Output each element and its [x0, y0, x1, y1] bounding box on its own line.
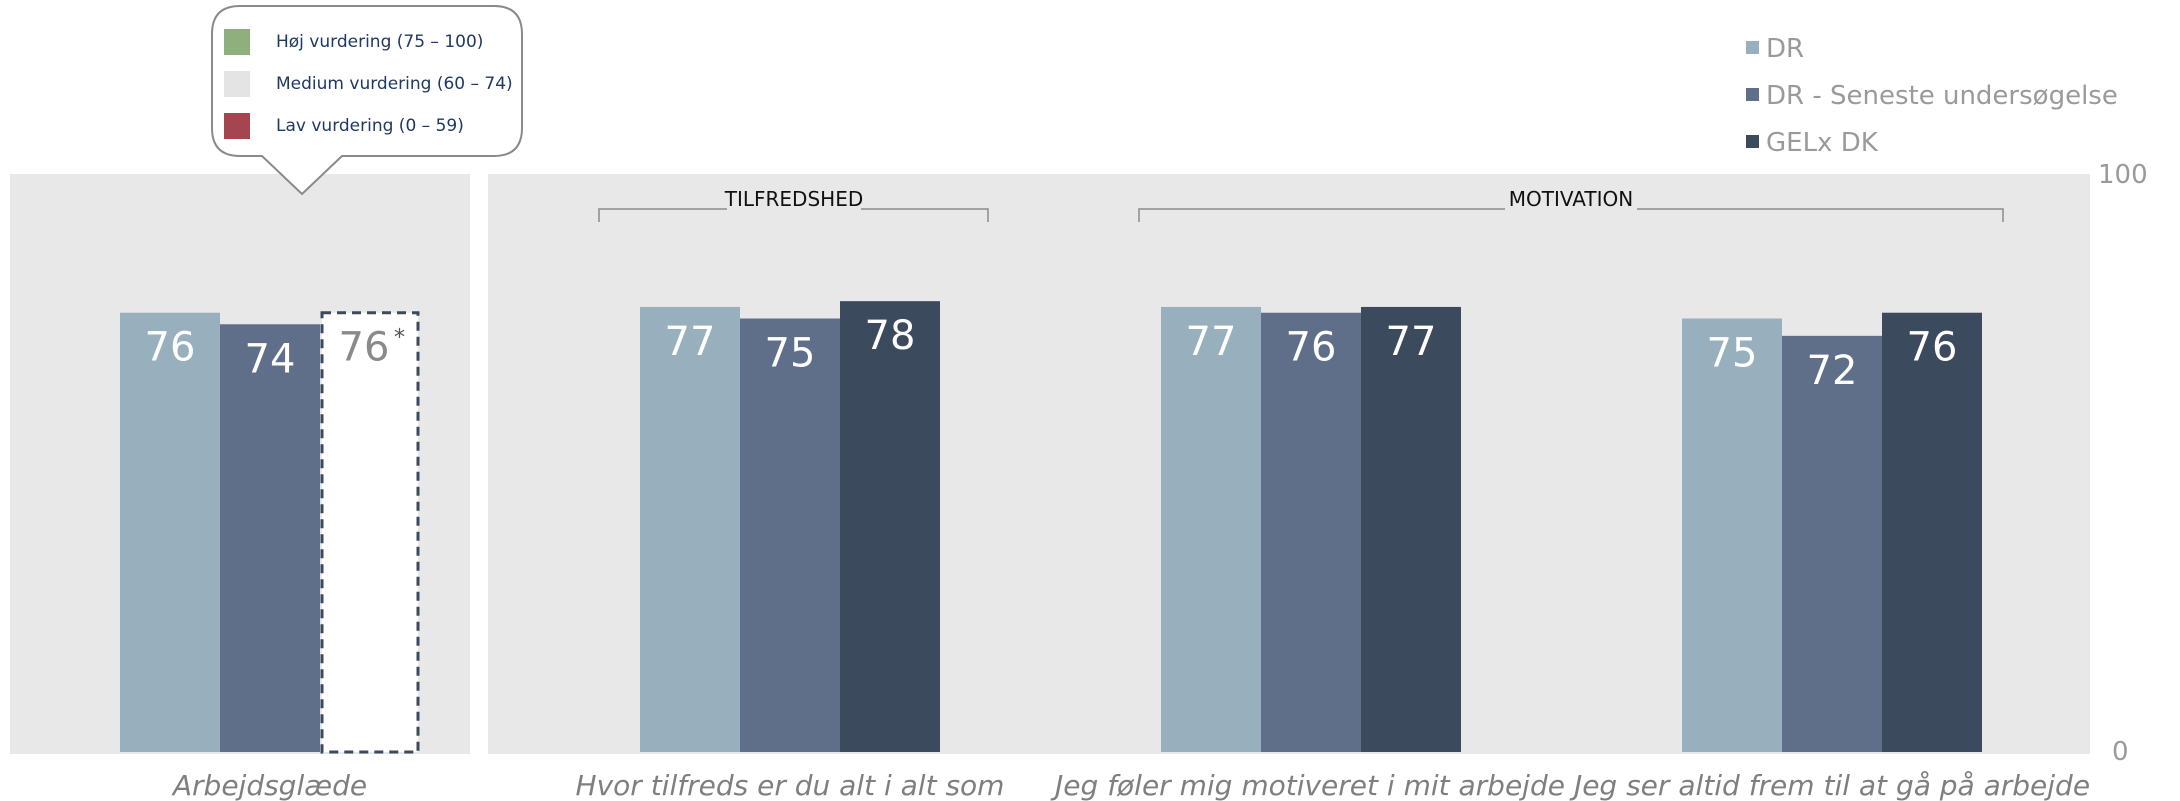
bar-0-1 — [220, 324, 320, 752]
rating-swatch-lav — [224, 113, 250, 139]
bar-value-label-1-1: 75 — [765, 331, 816, 377]
category-label-2: Jeg føler mig motiveret i mit arbejde — [1050, 769, 1565, 801]
bar-3-1 — [1782, 335, 1882, 752]
y-tick-100: 100 — [2098, 160, 2148, 190]
rating-swatch-medium — [224, 71, 250, 97]
legend-label-dr-seneste: DR - Seneste undersøgelse — [1766, 81, 2118, 111]
bar-1-0 — [640, 306, 740, 752]
bar-value-label-3-0: 75 — [1707, 331, 1758, 377]
callout-shape — [211, 5, 523, 196]
group-label-bg-tilfredshed — [727, 187, 861, 213]
category-label-0: Arbejdsglæde — [171, 769, 367, 801]
bar-0-0 — [120, 312, 220, 752]
callout-border — [211, 5, 523, 196]
bar-value-label-1-2: 78 — [865, 313, 916, 359]
rating-row-medium: Medium vurdering (60 – 74) — [224, 70, 513, 98]
legend-swatch-dr-seneste — [1746, 88, 1759, 101]
bar-value-label-2-1: 76 — [1286, 325, 1337, 371]
bar-2-2 — [1361, 306, 1461, 752]
bar-1-2 — [840, 301, 940, 752]
rating-swatch-hoej — [224, 29, 250, 55]
category-label-1: Hvor tilfreds er du alt i alt som — [576, 769, 1005, 801]
category-label-3: Jeg ser altid frem til at gå på arbejde — [1569, 769, 2090, 801]
y-tick-0: 0 — [2112, 737, 2129, 767]
legend-swatch-gelx — [1746, 135, 1759, 148]
bar-0-2 — [320, 311, 420, 754]
rating-legend-callout: Høj vurdering (75 – 100) Medium vurderin… — [210, 4, 524, 196]
bar-2-0 — [1161, 306, 1261, 752]
bar-value-label-3-1: 72 — [1807, 348, 1858, 394]
bar-value-marker-0-2: * — [394, 326, 405, 351]
bar-value-label-0-2: 76 — [339, 325, 390, 371]
bar-value-label-0-0: 76 — [145, 325, 196, 371]
rating-label-lav: Lav vurdering (0 – 59) — [276, 116, 464, 136]
legend-label-gelx: GELx DK — [1766, 128, 1879, 158]
bar-2-1 — [1261, 312, 1361, 752]
bar-value-label-3-2: 76 — [1907, 325, 1958, 371]
bar-3-0 — [1682, 318, 1782, 752]
bar-value-label-2-2: 77 — [1386, 319, 1437, 365]
rating-label-hoej: Høj vurdering (75 – 100) — [276, 32, 484, 52]
rating-label-medium: Medium vurdering (60 – 74) — [276, 74, 513, 94]
rating-row-lav: Lav vurdering (0 – 59) — [224, 112, 464, 140]
rating-row-hoej: Høj vurdering (75 – 100) — [224, 28, 483, 56]
bar-1-1 — [740, 318, 840, 752]
legend: DR DR - Seneste undersøgelse GELx DK — [1746, 34, 2118, 158]
bar-3-2 — [1882, 312, 1982, 752]
group-label-tilfredshed: TILFREDSHED — [724, 187, 863, 211]
bar-value-label-2-0: 77 — [1186, 319, 1237, 365]
group-label-bg-motivation — [1505, 187, 1637, 213]
legend-label-dr: DR — [1766, 34, 1804, 64]
bar-value-label-0-1: 74 — [245, 336, 296, 382]
legend-swatch-dr — [1746, 41, 1759, 54]
group-label-motivation: MOTIVATION — [1509, 187, 1633, 211]
bar-value-label-1-0: 77 — [665, 319, 716, 365]
